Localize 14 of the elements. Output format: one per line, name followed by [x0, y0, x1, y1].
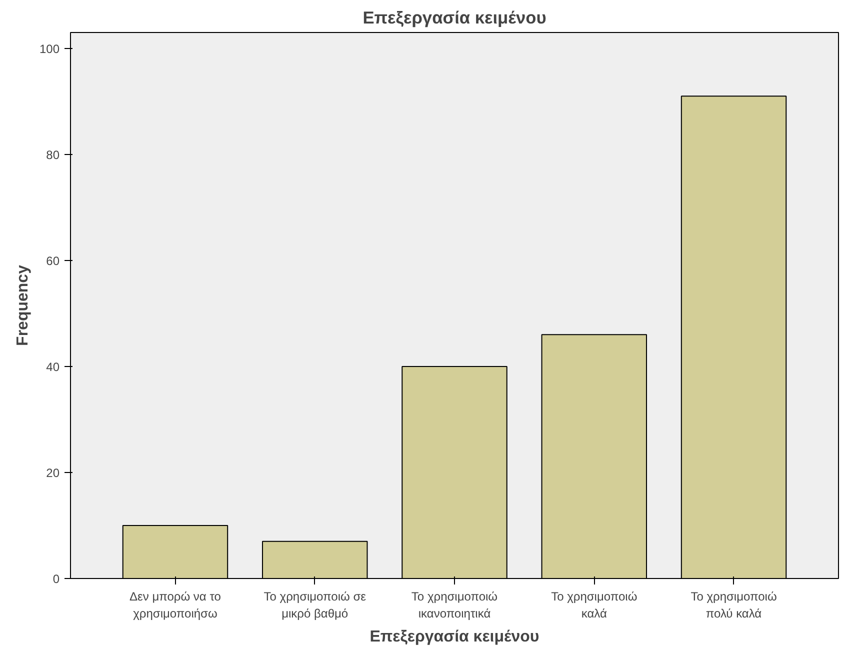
- x-tick-label: Το χρησιμοποιώ ικανοποιητικά: [411, 590, 498, 620]
- y-tick-label: 60: [46, 254, 60, 268]
- x-axis-title: Επεξεργασία κειμένου: [370, 628, 540, 646]
- y-tick-label: 40: [46, 360, 60, 374]
- x-tick-label: Το χρησιμοποιώ καλά: [551, 590, 638, 620]
- y-axis-title: Frequency: [14, 264, 32, 346]
- y-tick-label: 20: [46, 466, 60, 480]
- y-tick-label: 80: [46, 148, 60, 162]
- x-tick-label: Δεν μπορώ να το χρησιμοποιήσω: [130, 590, 222, 620]
- x-tick-label: Το χρησιμοποιώ σε μικρό βαθμό: [264, 590, 367, 620]
- chart-title: Επεξεργασία κειμένου: [362, 8, 546, 28]
- x-tick-label: Το χρησιμοποιώ πολύ καλά: [690, 590, 777, 620]
- y-tick-label: 100: [39, 42, 60, 56]
- y-tick-label: 0: [52, 572, 60, 586]
